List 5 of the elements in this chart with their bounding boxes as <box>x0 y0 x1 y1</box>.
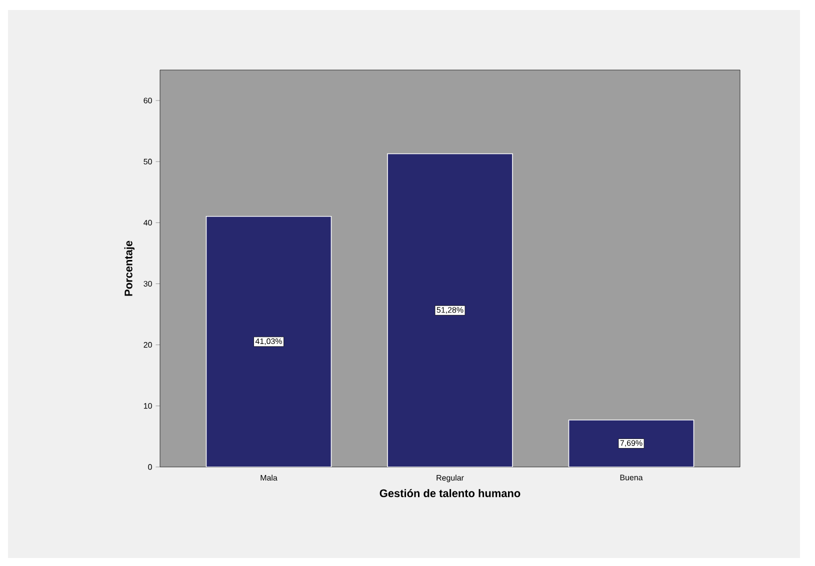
bar <box>206 216 332 467</box>
x-axis-title: Gestión de talento humano <box>380 489 520 498</box>
bar <box>387 153 513 467</box>
y-axis-title: Porcentaje <box>124 240 135 296</box>
bar <box>568 420 694 467</box>
